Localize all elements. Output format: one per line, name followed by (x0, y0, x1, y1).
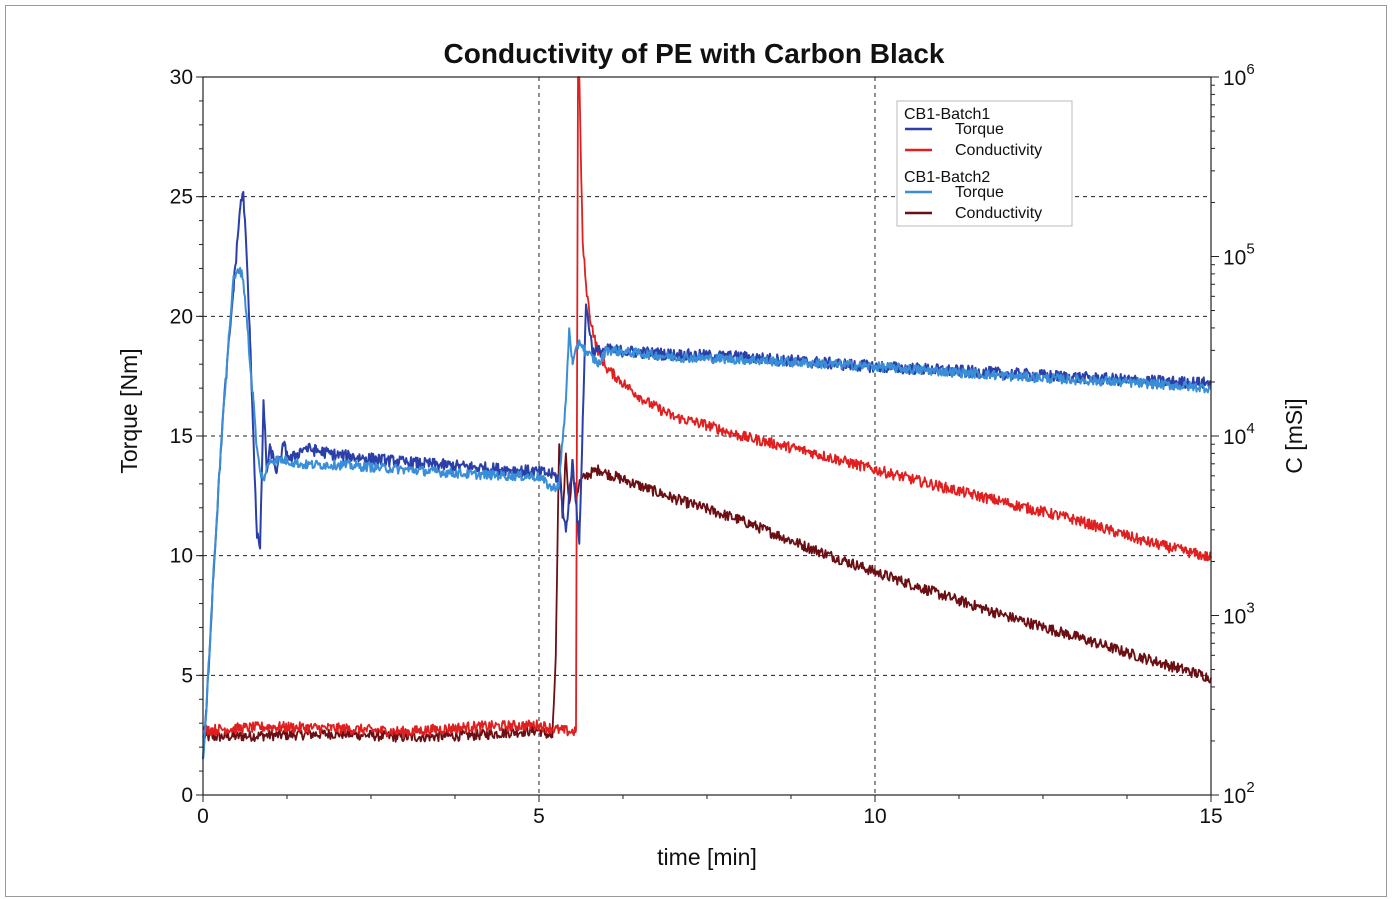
y2-tick-exponent: 2 (1246, 779, 1254, 796)
y2-tick-base: 10 (1223, 606, 1246, 629)
legend-box (896, 100, 1073, 227)
y2-tick-base: 10 (1223, 247, 1246, 270)
legend-group-title: CB1-Batch2 (904, 169, 990, 186)
series-line-0 (202, 190, 1212, 760)
y-tick-label: 0 (181, 784, 193, 807)
y2-tick-label: 106 (1223, 61, 1255, 90)
legend-label: Conductivity (955, 205, 1042, 222)
y2-tick-base: 10 (1223, 426, 1246, 449)
y2-tick-exponent: 5 (1246, 241, 1254, 258)
legend-label: Conductivity (955, 142, 1042, 159)
y2-tick-label: 102 (1223, 779, 1255, 808)
y-axis-label: Torque [Nm] (116, 348, 142, 473)
x-tick-label: 15 (1199, 805, 1222, 828)
y2-tick-exponent: 4 (1246, 420, 1254, 437)
x-tick-label: 0 (197, 805, 209, 828)
y-tick-label: 30 (170, 66, 193, 89)
y2-tick-exponent: 6 (1246, 61, 1254, 78)
series-line-2 (202, 76, 1212, 738)
y2-tick-base: 10 (1223, 67, 1246, 90)
y2-tick-base: 10 (1223, 785, 1246, 808)
y2-tick-label: 104 (1223, 420, 1255, 449)
chart-frame (5, 5, 1387, 897)
chart-title: Conductivity of PE with Carbon Black (444, 38, 945, 69)
legend-label: Torque (955, 121, 1004, 138)
y-tick-label: 5 (181, 664, 193, 687)
y2-tick-label: 103 (1223, 600, 1255, 629)
legend-label: Torque (955, 184, 1004, 201)
legend-group-title: CB1-Batch1 (904, 106, 990, 123)
legend: CB1-Batch1TorqueConductivityCB1-Batch2To… (896, 100, 1073, 227)
y2-tick-label: 105 (1223, 241, 1255, 270)
x-axis-label: time [min] (657, 844, 757, 870)
y-tick-label: 20 (170, 305, 193, 328)
series-line-3 (202, 443, 1212, 743)
y2-axis-label: C [mSi] (1281, 398, 1307, 473)
x-tick-label: 5 (533, 805, 545, 828)
x-tick-label: 10 (863, 805, 886, 828)
series-line-1 (202, 266, 1212, 760)
series-layer (202, 76, 1212, 760)
y-tick-label: 10 (170, 545, 193, 568)
y-tick-label: 15 (170, 425, 193, 448)
y2-tick-exponent: 3 (1246, 600, 1254, 617)
y-tick-label: 25 (170, 186, 193, 209)
